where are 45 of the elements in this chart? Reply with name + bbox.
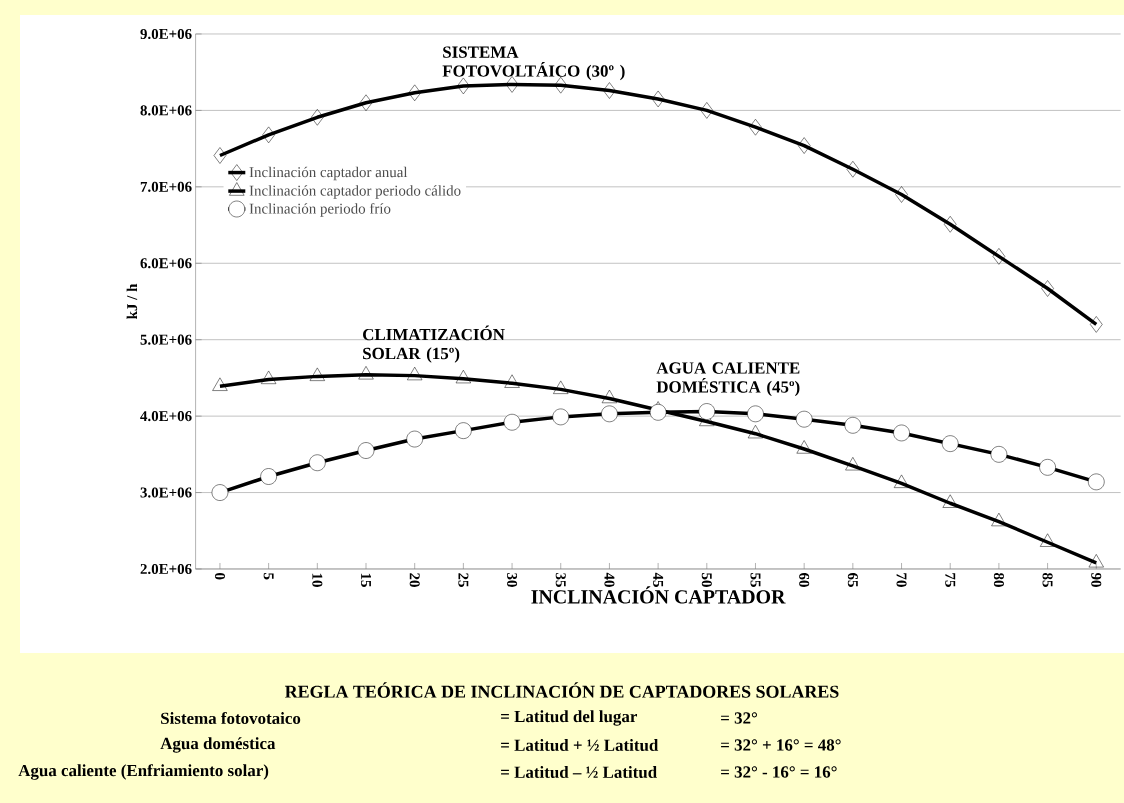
x-axis-title: INCLINACIÓN CAPTADOR — [531, 586, 786, 604]
x-tick-label: 85 — [1042, 573, 1053, 587]
y-tick-label: 9.0E+06 — [140, 28, 192, 40]
x-tick-label: 60 — [799, 573, 810, 587]
text: = Latitud + ½ Latitud — [501, 739, 659, 751]
x-tick-label: 65 — [847, 573, 858, 587]
legend-label: Inclinación captador periodo cálido — [249, 185, 461, 199]
x-tick-label: 0 — [214, 573, 225, 580]
x-tick-label: 45 — [653, 572, 664, 587]
text: Agua caliente (Enfriamiento solar) — [18, 764, 269, 780]
x-tick-label: 25 — [458, 573, 469, 587]
legend-label: Inclinación periodo frío — [249, 203, 391, 217]
text: Agua doméstica — [160, 737, 276, 753]
x-tick-label: 30 — [507, 573, 518, 587]
x-tick-label: 10 — [312, 573, 323, 587]
x-tick-label: 90 — [1091, 572, 1102, 587]
text: = Latitud del lugar — [501, 710, 638, 726]
annotation: CLIMATIZACIÓN SOLAR (15º) — [363, 325, 505, 363]
y-tick-label: 8.0E+06 — [140, 105, 192, 116]
x-tick-label: 55 — [750, 573, 761, 587]
x-tick-label: 15 — [361, 573, 371, 587]
y-tick-label: 6.0E+06 — [140, 258, 192, 269]
x-tick-label: 80 — [993, 573, 1004, 587]
y-tick-label: 2.0E+06 — [140, 563, 192, 575]
x-tick-label: 40 — [604, 572, 615, 587]
y-tick-label: 7.0E+06 — [140, 181, 192, 192]
annotation: SISTEMA FOTOVOLTÁICO (30º ) — [442, 46, 625, 81]
legend-label: Inclinación captador anual — [249, 166, 408, 181]
text: Sistema fotovotaico — [161, 711, 301, 725]
y-tick-label: 3.0E+06 — [140, 487, 192, 498]
text: = 32° - 16° = 16° — [721, 766, 837, 778]
text: REGLA TEÓRICA DE INCLINACIÓN DE CAPTADORES SOLARES — [284, 682, 839, 698]
text: = Latitud – ½ Latitud — [501, 766, 657, 778]
x-tick-label: 70 — [896, 573, 907, 587]
x-tick-label: 20 — [409, 573, 420, 587]
y-tick-label: 4.0E+06 — [140, 411, 192, 422]
x-tick-label: 75 — [945, 573, 956, 587]
y-axis-title: kJ / h — [126, 283, 138, 319]
text: = 32° + 16° = 48° — [721, 739, 841, 751]
annotation: AGUA CALIENTE DOMÉSTICA (45º) — [656, 362, 800, 397]
text: = 32° — [721, 712, 757, 724]
x-tick-label: 50 — [701, 573, 712, 587]
x-tick-label: 5 — [263, 573, 274, 580]
y-tick-label: 5.0E+06 — [140, 334, 192, 345]
x-tick-label: 35 — [555, 573, 566, 587]
